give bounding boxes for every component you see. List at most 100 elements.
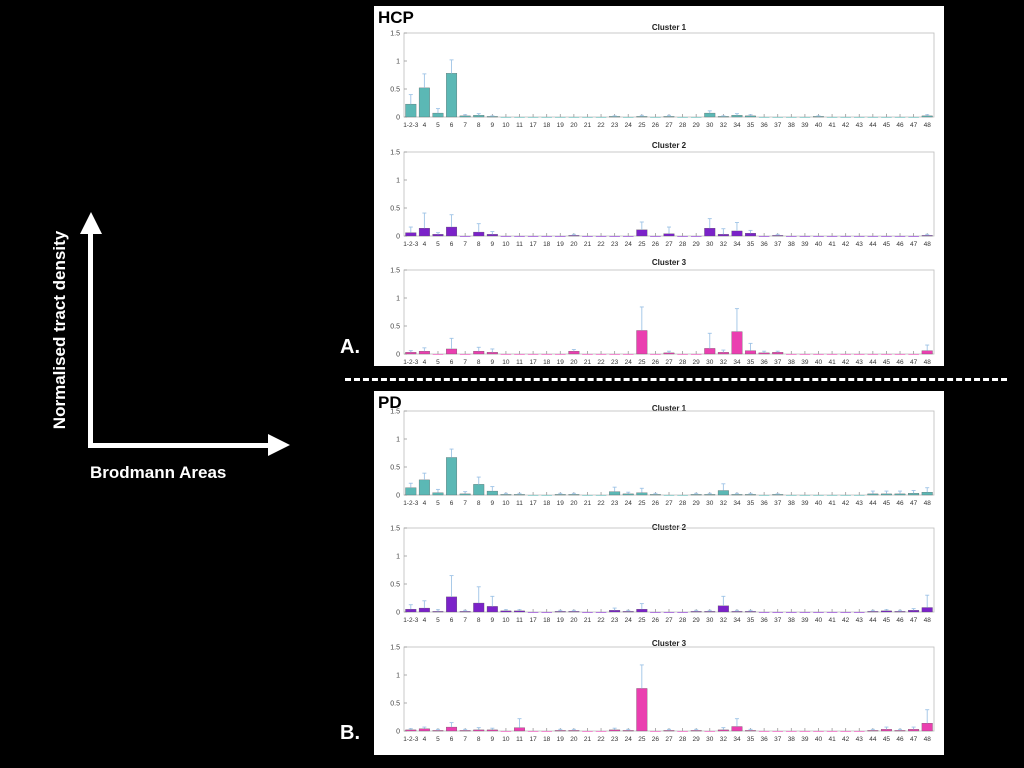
bar-1-2-3 xyxy=(405,487,417,496)
x-tick-label: 30 xyxy=(706,736,714,743)
x-tick-label: 10 xyxy=(502,617,510,624)
bar-11 xyxy=(514,494,525,496)
bar-11 xyxy=(514,236,525,237)
bar-18 xyxy=(541,236,552,237)
x-tick-label: 17 xyxy=(529,736,537,743)
bar-32 xyxy=(717,352,729,355)
bar-24 xyxy=(622,493,634,496)
y-tick-label: 0.5 xyxy=(390,701,400,708)
x-tick-label: 40 xyxy=(815,500,823,507)
bar-4 xyxy=(418,479,430,496)
x-tick-label: 27 xyxy=(665,736,673,743)
x-tick-label: 47 xyxy=(910,736,918,743)
bar-9 xyxy=(486,606,498,613)
bar-20 xyxy=(568,117,580,118)
bar-44 xyxy=(867,236,879,237)
x-tick-label: 34 xyxy=(733,359,741,366)
bar-4 xyxy=(418,87,430,118)
x-tick-label: 41 xyxy=(828,617,836,624)
x-tick-label: 1-2-3 xyxy=(403,241,419,248)
x-tick-label: 37 xyxy=(774,241,782,248)
cluster-title: Cluster 3 xyxy=(652,639,687,648)
bar-1-2-3 xyxy=(405,232,417,237)
bar-36 xyxy=(758,612,770,613)
bar-5 xyxy=(432,730,444,732)
bar-34 xyxy=(731,331,743,355)
bar-39 xyxy=(799,495,811,496)
x-tick-label: 18 xyxy=(543,617,551,624)
x-tick-label: 17 xyxy=(529,617,537,624)
x-tick-label: 40 xyxy=(815,241,823,248)
y-tick-label: 0 xyxy=(396,352,400,359)
x-axis-arrow-line xyxy=(88,443,270,448)
bar-10 xyxy=(500,494,512,496)
x-tick-label: 39 xyxy=(801,500,809,507)
x-tick-label: 46 xyxy=(896,617,904,624)
cluster-title: Cluster 3 xyxy=(652,258,687,267)
x-tick-label: 25 xyxy=(638,359,646,366)
x-tick-label: 17 xyxy=(529,122,537,129)
x-tick-label: 35 xyxy=(747,359,755,366)
x-tick-label: 46 xyxy=(896,241,904,248)
bar-37 xyxy=(772,117,784,118)
bar-29 xyxy=(690,117,702,118)
x-tick-label: 20 xyxy=(570,617,578,624)
panel-label-b: B. xyxy=(340,722,360,744)
bar-48 xyxy=(921,723,933,732)
bar-29 xyxy=(690,354,702,355)
bar-24 xyxy=(622,117,634,118)
x-tick-label: 18 xyxy=(543,500,551,507)
bar-37 xyxy=(772,731,784,732)
bar-30 xyxy=(704,348,716,355)
bar-44 xyxy=(867,493,879,496)
x-tick-label: 23 xyxy=(611,500,619,507)
x-axis-title: Brodmann Areas xyxy=(90,463,227,482)
x-tick-label: 8 xyxy=(477,617,481,624)
bar-5 xyxy=(432,354,444,355)
bar-26 xyxy=(650,236,661,237)
x-tick-label: 24 xyxy=(625,500,633,507)
x-tick-label: 8 xyxy=(477,500,481,507)
x-tick-label: 39 xyxy=(801,736,809,743)
bar-8 xyxy=(473,602,485,613)
bar-8 xyxy=(473,231,485,237)
bar-32 xyxy=(717,605,729,613)
bar-44 xyxy=(867,354,879,355)
bar-30 xyxy=(704,228,716,237)
x-tick-label: 29 xyxy=(693,500,701,507)
x-tick-label: 9 xyxy=(491,736,495,743)
bar-42 xyxy=(840,731,851,732)
x-tick-label: 7 xyxy=(463,736,467,743)
x-tick-label: 45 xyxy=(883,736,891,743)
bar-6 xyxy=(446,73,458,118)
bar-21 xyxy=(582,117,593,118)
x-tick-label: 30 xyxy=(706,241,714,248)
bar-17 xyxy=(527,612,539,613)
bar-43 xyxy=(853,117,865,118)
bar-18 xyxy=(541,731,552,732)
x-tick-label: 23 xyxy=(611,617,619,624)
x-tick-label: 35 xyxy=(747,241,755,248)
x-tick-label: 10 xyxy=(502,359,510,366)
bar-27 xyxy=(663,495,675,496)
bar-45 xyxy=(881,354,892,355)
bar-22 xyxy=(595,612,607,613)
bar-42 xyxy=(840,236,851,237)
x-tick-label: 48 xyxy=(924,241,932,248)
x-tick-label: 34 xyxy=(733,617,741,624)
y-tick-label: 0.5 xyxy=(390,465,400,472)
x-tick-label: 4 xyxy=(423,241,427,248)
x-tick-label: 36 xyxy=(761,500,769,507)
x-tick-label: 26 xyxy=(652,241,660,248)
x-tick-label: 42 xyxy=(842,241,850,248)
x-tick-label: 11 xyxy=(516,241,523,248)
x-tick-label: 32 xyxy=(720,500,728,507)
x-tick-label: 21 xyxy=(584,241,592,248)
x-tick-label: 44 xyxy=(869,617,877,624)
x-tick-label: 47 xyxy=(910,500,918,507)
x-tick-label: 8 xyxy=(477,122,481,129)
bar-43 xyxy=(853,354,865,355)
x-tick-label: 43 xyxy=(856,617,864,624)
bar-38 xyxy=(786,354,797,355)
bar-25 xyxy=(636,229,648,237)
